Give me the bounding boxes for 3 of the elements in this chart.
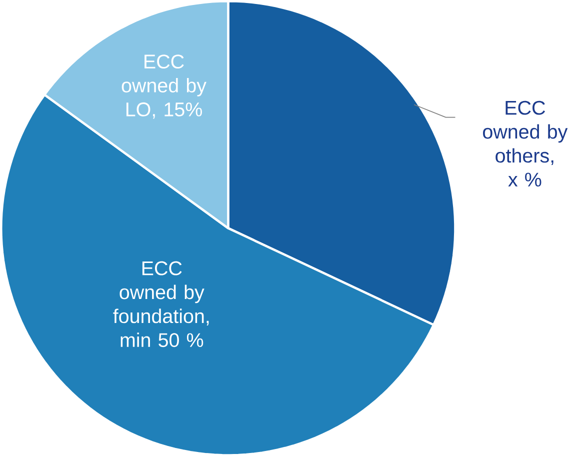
slice-label: ECC owned by others, x % <box>483 100 568 186</box>
slice-label: ECC owned by foundation, min 50 % <box>113 261 209 347</box>
slice-label: ECC owned by LO, 15% <box>122 54 206 119</box>
